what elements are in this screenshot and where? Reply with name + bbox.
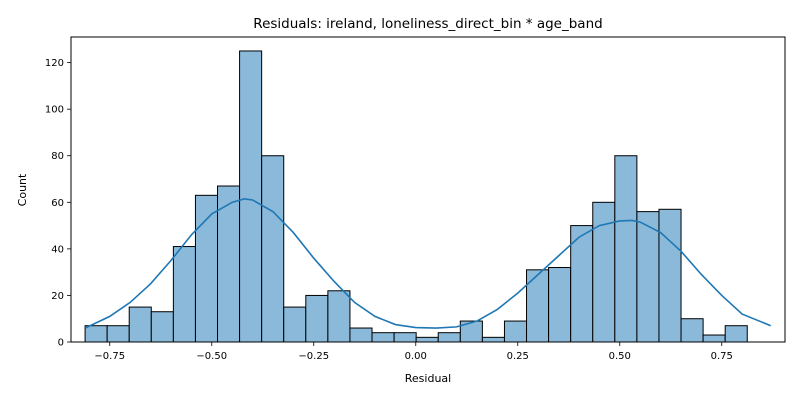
histogram-bar-10	[305, 294, 329, 343]
plot-frame	[70, 36, 786, 343]
histogram-bar-21	[548, 267, 572, 343]
histogram-bar-27	[680, 318, 704, 343]
bars-group	[84, 50, 748, 343]
histogram-bar-15	[415, 336, 439, 343]
histogram-bar-25	[636, 211, 660, 343]
histogram-bar-8	[261, 155, 285, 343]
y-axis-label: Count	[16, 173, 29, 206]
y-tick-label-3: 60	[51, 198, 64, 209]
y-tick-label-2: 40	[51, 244, 64, 255]
kde-curve	[84, 197, 772, 329]
x-tick-label-1: −0.50	[196, 351, 227, 362]
histogram-bar-3	[150, 311, 174, 343]
histogram-bar-12	[349, 327, 373, 343]
histogram-bar-11	[327, 290, 351, 343]
x-tick-label-0: −0.75	[94, 351, 125, 362]
histogram-bar-24	[614, 155, 638, 343]
histogram-bar-2	[128, 306, 152, 343]
histogram-bar-1	[106, 325, 130, 343]
x-tick-label-6: 0.75	[711, 351, 733, 362]
histogram-bar-13	[371, 332, 395, 343]
x-tick-label-2: −0.25	[298, 351, 329, 362]
x-axis: −0.75 −0.50 −0.25 0.00 0.25 0.50 0.75	[94, 342, 733, 362]
histogram-bar-26	[658, 208, 682, 343]
histogram-bar-19	[503, 320, 528, 343]
histogram-bar-0	[84, 325, 108, 343]
chart-title: Residuals: ireland, loneliness_direct_bi…	[253, 16, 602, 32]
y-axis: 0 20 40 60 80 100 120	[45, 58, 71, 349]
histogram-bar-28	[702, 334, 726, 343]
x-tick-label-3: 0.00	[405, 351, 427, 362]
histogram-bar-20	[526, 269, 550, 343]
y-tick-label-6: 120	[45, 58, 64, 69]
x-axis-label: Residual	[405, 372, 451, 385]
histogram-bar-16	[437, 332, 461, 343]
y-tick-label-0: 0	[58, 338, 64, 349]
x-tick-label-4: 0.25	[507, 351, 529, 362]
histogram-bar-4	[172, 246, 196, 343]
histogram-bar-14	[393, 332, 417, 343]
y-tick-label-5: 100	[45, 105, 64, 116]
histogram-bar-7	[239, 50, 263, 343]
x-tick-label-5: 0.50	[609, 351, 631, 362]
y-tick-label-4: 80	[51, 151, 64, 162]
histogram-bar-29	[724, 325, 748, 343]
histogram-bar-18	[481, 336, 505, 343]
y-tick-label-1: 20	[51, 291, 64, 302]
histogram-bar-5	[194, 194, 219, 343]
histogram-bar-22	[570, 225, 594, 343]
histogram-bar-9	[283, 306, 307, 343]
